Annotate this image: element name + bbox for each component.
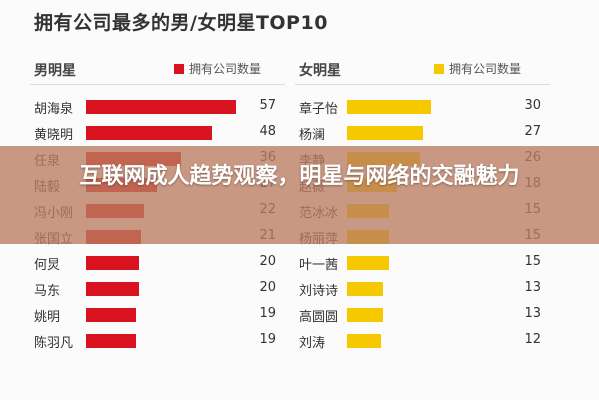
female-legend-swatch <box>434 64 444 74</box>
female-value-label: 15 <box>524 254 541 269</box>
male-group-label: 男明星 <box>34 63 76 79</box>
female-bar <box>347 334 381 348</box>
male-bar <box>86 256 139 270</box>
female-value-label: 13 <box>524 280 541 295</box>
male-value-label: 20 <box>259 280 276 295</box>
title-overlay-band <box>0 146 599 244</box>
male-value-label: 48 <box>259 124 276 139</box>
female-category-label: 杨澜 <box>299 128 326 143</box>
female-group-label: 女明星 <box>299 63 341 79</box>
male-value-label: 19 <box>259 306 276 321</box>
male-bar <box>86 126 213 140</box>
male-category-label: 胡海泉 <box>34 102 74 117</box>
female-category-label: 高圆圆 <box>299 310 339 325</box>
female-category-label: 叶一茜 <box>299 258 339 273</box>
female-category-label: 刘诗诗 <box>299 284 339 299</box>
overlay-title-text: 互联网成人趋势观察，明星与网络的交融魅力 <box>79 164 520 189</box>
female-value-label: 30 <box>524 98 541 113</box>
female-bar <box>347 256 389 270</box>
female-bar <box>347 308 384 322</box>
male-value-label: 19 <box>259 332 276 347</box>
female-value-label: 13 <box>524 306 541 321</box>
male-value-label: 20 <box>259 254 276 269</box>
female-bar <box>347 282 384 296</box>
overlay-title: 互联网成人趋势观察，明星与网络的交融魅力 <box>0 161 599 193</box>
male-value-label: 57 <box>259 98 276 113</box>
male-divider <box>30 84 285 85</box>
female-value-label: 27 <box>524 124 541 139</box>
female-bar <box>347 100 431 114</box>
female-legend-label: 拥有公司数量 <box>449 62 522 76</box>
male-bar <box>86 308 136 322</box>
female-category-label: 章子怡 <box>299 102 339 117</box>
female-category-label: 刘涛 <box>299 336 326 351</box>
male-bar <box>86 334 136 348</box>
female-bar <box>347 126 423 140</box>
male-bar <box>86 100 236 114</box>
male-legend-swatch <box>174 64 184 74</box>
male-category-label: 黄晓明 <box>34 128 74 143</box>
male-category-label: 姚明 <box>34 310 61 325</box>
male-category-label: 何炅 <box>34 258 61 273</box>
female-value-label: 12 <box>524 332 541 347</box>
male-legend-label: 拥有公司数量 <box>189 62 262 76</box>
male-category-label: 陈羽凡 <box>34 336 74 351</box>
male-bar <box>86 282 139 296</box>
female-divider <box>295 84 550 85</box>
chart-title: 拥有公司最多的男/女明星TOP10 <box>34 12 328 34</box>
male-category-label: 马东 <box>34 284 61 299</box>
